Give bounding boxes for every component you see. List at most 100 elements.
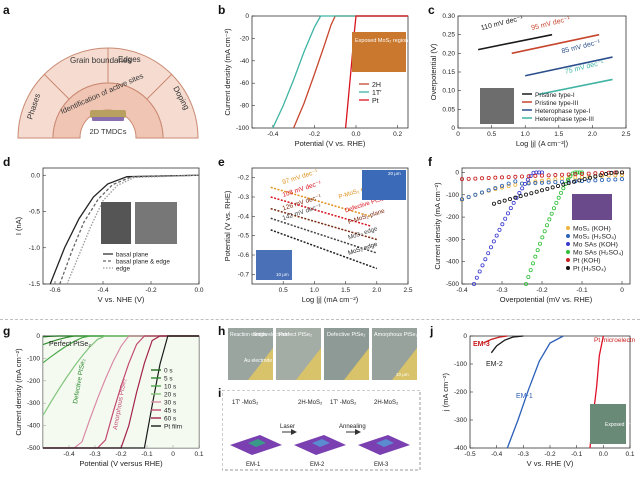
data-point (566, 181, 571, 186)
scale-bar-label: 10 μm (396, 372, 409, 377)
y-tick-label: 0 (455, 169, 459, 176)
chart-d: -0.6 -0.4 -0.2 0.0 0.0 -0.5 -1.0 -1.5 V vs. NHE … (14, 167, 204, 304)
legend-label: Pt (372, 98, 379, 105)
data-point (582, 177, 587, 182)
legend-marker (566, 266, 570, 270)
data-point (466, 176, 471, 181)
panel-label-h: h (218, 324, 226, 338)
schematic-frame (222, 390, 421, 471)
series-line (272, 15, 408, 129)
x-tick-label: -0.1 (576, 287, 588, 294)
panel-label-g: g (3, 324, 11, 338)
data-point (472, 282, 477, 287)
x-axis-label: V vs. NHE (V) (98, 295, 145, 304)
y-tick-label: -300 (27, 400, 40, 407)
data-point (554, 200, 559, 205)
data-point (486, 251, 491, 256)
legend-label: MoS₂ (H₂SO₄) (573, 234, 616, 241)
series-line (270, 207, 378, 241)
y-tick-label: 0 (245, 13, 249, 20)
slope-annotation: 75 mV dec⁻¹ (564, 59, 605, 76)
inset-photo (256, 250, 292, 280)
i-label: EM-3 (374, 462, 389, 468)
x-tick-label: -0.1 (571, 451, 583, 458)
h-label: Reaction window (230, 332, 268, 338)
x-tick-label: 0.1 (194, 451, 203, 458)
data-point (526, 174, 531, 179)
i-label: Laser (280, 424, 295, 430)
y-tick-label: -20 (240, 35, 250, 42)
data-point (619, 172, 624, 177)
x-tick-label: -0.2 (309, 131, 321, 138)
x-tick-label: 1.5 (341, 287, 350, 294)
y-tick-label: -100 (236, 125, 249, 132)
x-axis-label: Log |j| (mA cm⁻²) (302, 295, 359, 304)
data-point (489, 245, 494, 250)
i-label: 1T′ -MoS₂ (232, 400, 259, 406)
y-axis-label: Potential (V vs. RHE) (223, 190, 232, 261)
data-point (573, 175, 578, 180)
data-point (492, 201, 497, 206)
data-point (491, 239, 496, 244)
data-point (506, 175, 511, 180)
data-point (534, 189, 539, 194)
x-tick-label: 0 (456, 131, 460, 138)
data-point (561, 186, 566, 191)
data-point (540, 188, 545, 193)
segment-edges: Edges (118, 55, 141, 64)
y-tick-label: -100 (446, 192, 459, 199)
y-tick-label: -0.6 (238, 252, 250, 259)
x-tick-label: 0.0 (194, 287, 203, 294)
y-tick-label: 0.25 (442, 32, 455, 39)
legend-label: 1T′ (372, 90, 382, 97)
data-point (524, 282, 529, 287)
legend-marker (566, 258, 570, 262)
y-tick-label: 0.10 (442, 88, 455, 95)
legend-label: Mo SAs (KOH) (573, 242, 618, 249)
legend-label: basal plane (116, 252, 149, 259)
data-point (523, 181, 528, 186)
legend-label: 60 s (164, 416, 177, 423)
y-tick-label: -40 (240, 58, 250, 65)
series-line (66, 174, 200, 285)
data-point (533, 254, 538, 259)
data-point (555, 183, 560, 188)
y-tick-label: -0.7 (238, 271, 250, 278)
legend-label: 45 s (164, 408, 177, 415)
x-tick-label: -0.4 (456, 287, 468, 294)
legend-label: Heterophase type-III (535, 116, 594, 123)
data-point (599, 178, 604, 183)
slope-annotation: 95 mV dec⁻¹ (531, 16, 572, 33)
data-point (497, 227, 502, 232)
legend-marker (566, 234, 570, 238)
chart-e: 0.5 1.0 1.5 2.0 2.5 -0.2 -0.3 -0.4 -0.5 -0.6 -0.7 L… (223, 167, 413, 304)
data-point (524, 192, 529, 197)
data-point (542, 229, 547, 234)
chart-b: -0.4 -0.2 0.0 0.2 0 -20 -40 -60 -80 -100 Potential… (223, 13, 409, 148)
data-point (540, 173, 545, 178)
data-point (477, 269, 482, 274)
data-point (533, 173, 538, 178)
data-point (535, 248, 540, 253)
i-label: EM-2 (310, 462, 325, 468)
y-tick-label: -60 (240, 80, 250, 87)
data-point (533, 181, 538, 186)
inset-sem (480, 88, 514, 124)
x-tick-label: 2.0 (372, 287, 381, 294)
i-label: 2H-MoS₂ (298, 400, 323, 406)
h-label: Single electrode (253, 332, 289, 338)
x-tick-label: -0.1 (141, 451, 153, 458)
data-point (540, 178, 545, 183)
data-point (546, 180, 551, 185)
data-point (528, 173, 533, 178)
x-tick-label: -0.4 (63, 451, 75, 458)
y-tick-label: -500 (27, 445, 40, 452)
y-tick-label: 0.15 (442, 69, 455, 76)
i-label: Annealing (339, 424, 366, 430)
plot-frame (251, 167, 409, 285)
data-point (533, 179, 538, 184)
data-point (483, 257, 488, 262)
x-tick-label: 0.1 (625, 451, 634, 458)
panel-a-diagram: Phases Grain boundaries Edges Doping Ide… (17, 47, 199, 139)
data-point (577, 178, 582, 183)
